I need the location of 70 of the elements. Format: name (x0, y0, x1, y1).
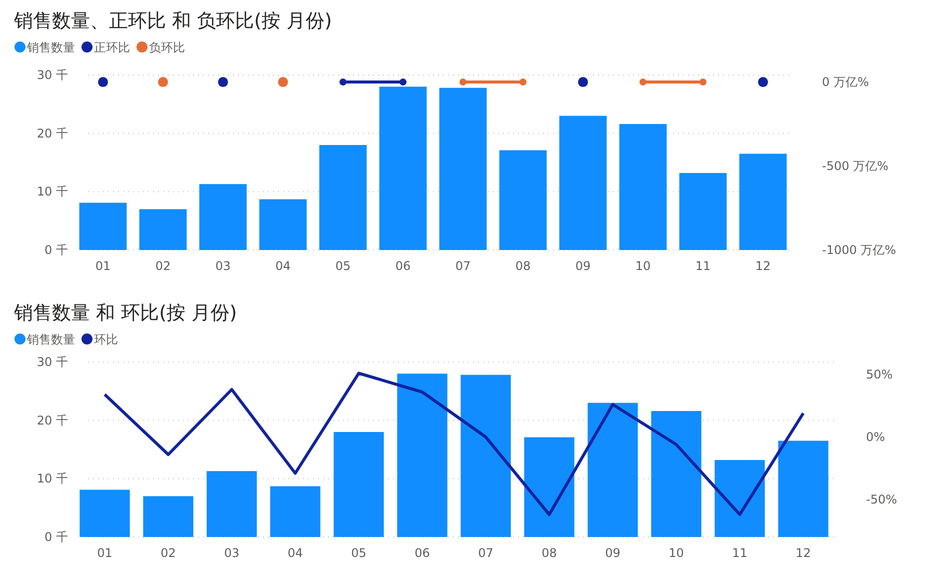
y-tick-label: 30 千 (36, 68, 68, 82)
chart-title: 销售数量 和 环比(按 月份) (13, 302, 237, 324)
y2-tick-label: -500 万亿% (822, 159, 888, 174)
bar (319, 145, 367, 250)
y-tick-label: 20 千 (36, 126, 68, 140)
y2-tick-label: 0% (866, 430, 886, 444)
bar (80, 490, 130, 537)
x-tick-label: 07 (478, 546, 494, 560)
x-tick-label: 01 (95, 259, 111, 273)
y2-tick-label: -1000 万亿% (822, 243, 896, 257)
x-tick-label: 04 (288, 546, 303, 560)
y-tick-label: 0 千 (44, 530, 68, 544)
bar (619, 124, 667, 250)
line-series (103, 372, 805, 516)
legend-label: 环比 (94, 332, 118, 346)
bar (714, 460, 765, 537)
bar (334, 432, 384, 537)
x-tick-label: 06 (414, 546, 430, 560)
legend-label: 正环比 (94, 40, 130, 54)
x-tick-label: 12 (796, 546, 811, 560)
bar (199, 184, 247, 250)
x-tick-label: 11 (732, 546, 748, 560)
y-tick-label: 10 千 (36, 472, 68, 486)
y-tick-label: 30 千 (36, 355, 68, 369)
legend-label: 负环比 (149, 40, 185, 54)
y2-tick-label: 0 万亿% (822, 75, 869, 90)
x-tick-label: 09 (605, 546, 620, 560)
legend-label: 销售数量 (26, 40, 75, 54)
legend-label: 销售数量 (26, 332, 75, 346)
x-tick-label: 10 (635, 259, 651, 273)
bar (559, 116, 607, 250)
x-tick-label: 08 (515, 259, 531, 273)
x-tick-label: 04 (275, 259, 291, 273)
bar (379, 86, 427, 250)
bar (499, 150, 547, 250)
chart-title: 销售数量、正环比 和 负环比(按 月份) (13, 10, 332, 32)
x-tick-label: 09 (575, 259, 591, 273)
bar (739, 154, 787, 250)
bar (143, 496, 194, 537)
bar (259, 199, 307, 250)
x-tick-label: 10 (668, 546, 684, 560)
x-tick-label: 07 (455, 259, 471, 273)
x-tick-label: 06 (395, 259, 411, 273)
bar (270, 486, 320, 537)
y-tick-label: 0 千 (44, 243, 68, 257)
bar (524, 437, 574, 537)
y-tick-label: 20 千 (36, 413, 68, 428)
y2-tick-label: 50% (866, 368, 893, 382)
x-tick-label: 02 (160, 546, 176, 560)
x-tick-label: 12 (755, 259, 771, 273)
bar (439, 88, 487, 250)
bar (139, 209, 187, 250)
y2-tick-label: -50% (866, 492, 898, 506)
x-tick-label: 05 (351, 546, 366, 560)
bar (651, 411, 702, 537)
x-tick-label: 01 (97, 546, 112, 560)
bar (397, 374, 448, 537)
y-tick-label: 10 千 (36, 184, 68, 199)
x-tick-label: 11 (695, 259, 711, 273)
bar (79, 202, 127, 250)
x-tick-label: 02 (155, 259, 171, 273)
x-tick-label: 08 (542, 546, 557, 560)
bar (778, 440, 828, 537)
x-tick-label: 03 (224, 546, 240, 560)
bar (679, 173, 727, 250)
x-tick-label: 03 (215, 259, 231, 273)
x-tick-label: 05 (335, 259, 351, 273)
bar (206, 471, 257, 537)
bar (588, 402, 638, 537)
bar (460, 374, 511, 537)
